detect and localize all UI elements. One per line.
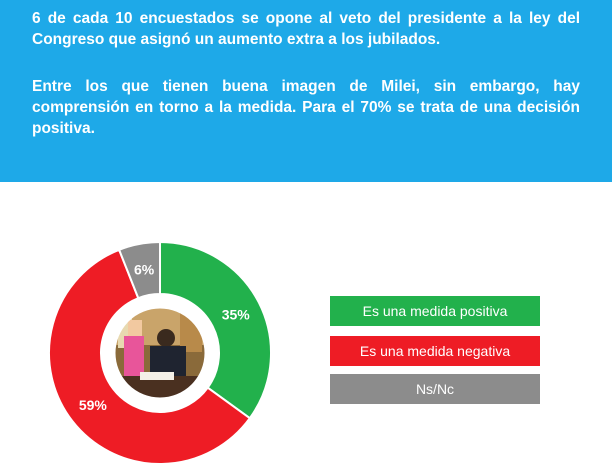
slice-positive bbox=[159, 240, 272, 420]
intro-paragraph-2: Entre los que tienen buena imagen de Mil… bbox=[32, 78, 580, 137]
intro-paragraph-1: 6 de cada 10 encuestados se opone al vet… bbox=[32, 10, 580, 48]
label-negative: 59% bbox=[79, 397, 108, 413]
center-ring bbox=[110, 303, 210, 403]
legend-item-nsnc: Ns/Nc bbox=[330, 374, 540, 404]
legend-item-negative: Es una medida negativa bbox=[330, 336, 540, 366]
slice-negative bbox=[48, 248, 252, 465]
label-positive: 35% bbox=[222, 306, 251, 322]
legend-item-positive: Es una medida positiva bbox=[330, 296, 540, 326]
slice-nsnc bbox=[117, 240, 161, 300]
chart-slices bbox=[48, 240, 272, 465]
label-nsnc: 6% bbox=[134, 262, 155, 278]
header-banner: 6 de cada 10 encuestados se opone al vet… bbox=[0, 0, 612, 182]
chart-data-labels: 35% 59% 6% bbox=[79, 262, 250, 414]
